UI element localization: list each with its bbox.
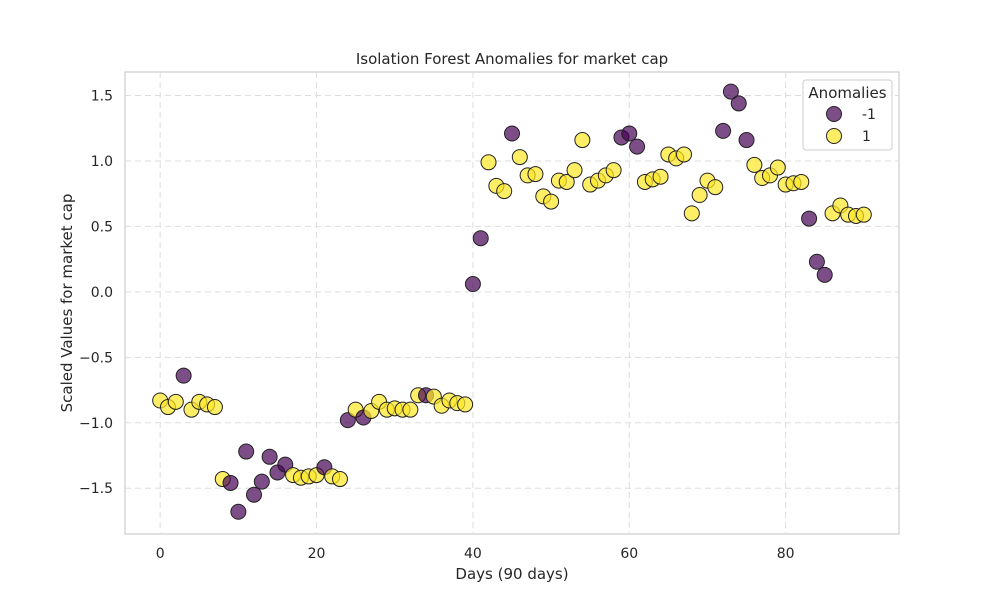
normal-point: [707, 179, 724, 196]
normal-point: [457, 396, 474, 413]
anomaly-point: [472, 230, 489, 247]
x-tick-label: 20: [308, 546, 326, 562]
normal-point: [480, 154, 497, 171]
x-tick-label: 40: [464, 546, 482, 562]
y-tick-label: −1.5: [79, 481, 113, 497]
tick-labels: 0 20 40 60 80 −1.5 −1.0 −0.5 0.0 0.5 1.0 1.5: [79, 89, 795, 562]
normal-point: [511, 149, 528, 166]
anomaly-point: [629, 138, 646, 155]
legend-marker: [826, 106, 842, 122]
grid: [125, 72, 899, 534]
y-tick-label: −0.5: [79, 350, 113, 366]
x-tick-label: 0: [156, 546, 165, 562]
y-tick-label: −1.0: [79, 416, 113, 432]
legend-label: -1: [862, 107, 876, 123]
anomaly-point: [253, 473, 270, 490]
normal-point: [527, 166, 544, 183]
anomaly-point: [621, 125, 638, 142]
normal-point: [558, 173, 575, 190]
x-tick-label: 60: [620, 546, 638, 562]
anomaly-point: [504, 125, 520, 142]
anomaly-point: [230, 503, 247, 520]
normal-point: [683, 205, 700, 222]
normal-point: [402, 401, 419, 418]
legend: Anomalies -1 1: [802, 79, 893, 151]
normal-point: [496, 183, 513, 200]
normal-point: [605, 162, 622, 179]
anomaly-point: [238, 443, 255, 460]
anomaly-point: [816, 266, 833, 283]
normal-point: [676, 146, 692, 163]
legend-label: 1: [862, 129, 871, 145]
legend-box: [802, 79, 893, 151]
normal-point: [574, 132, 591, 149]
x-tick-label: 80: [777, 546, 795, 562]
anomaly-point: [246, 486, 262, 503]
x-axis-label: Days (90 days): [455, 565, 568, 583]
scatter-points: [152, 83, 872, 520]
anomaly-point: [175, 367, 192, 384]
anomaly-point: [261, 448, 278, 465]
anomaly-point: [222, 474, 239, 491]
normal-point: [167, 393, 184, 410]
anomaly-point: [801, 210, 818, 227]
y-tick-label: 0.0: [91, 285, 113, 301]
y-tick-label: 0.5: [91, 219, 113, 235]
normal-point: [746, 156, 763, 173]
anomaly-point: [722, 83, 739, 100]
anomaly-point: [715, 122, 732, 139]
y-tick-label: 1.5: [91, 89, 113, 105]
normal-point: [543, 193, 560, 210]
legend-marker: [826, 128, 842, 144]
normal-point: [769, 159, 786, 176]
plot-area: [124, 71, 900, 535]
legend-title: Anomalies: [808, 84, 886, 102]
y-axis-label: Scaled Values for market cap: [58, 194, 76, 413]
anomaly-point: [738, 132, 755, 149]
anomaly-point: [730, 95, 747, 112]
anomaly-point: [808, 253, 825, 270]
normal-point: [206, 399, 223, 416]
normal-point: [332, 471, 348, 488]
y-tick-label: 1.0: [91, 154, 113, 170]
anomaly-point: [464, 276, 481, 293]
normal-point: [691, 187, 708, 204]
normal-point: [793, 173, 810, 190]
normal-point: [855, 206, 872, 223]
normal-point: [566, 162, 583, 179]
plot-frame: [124, 71, 900, 535]
chart-title: Isolation Forest Anomalies for market ca…: [356, 50, 668, 68]
normal-point: [652, 168, 669, 185]
